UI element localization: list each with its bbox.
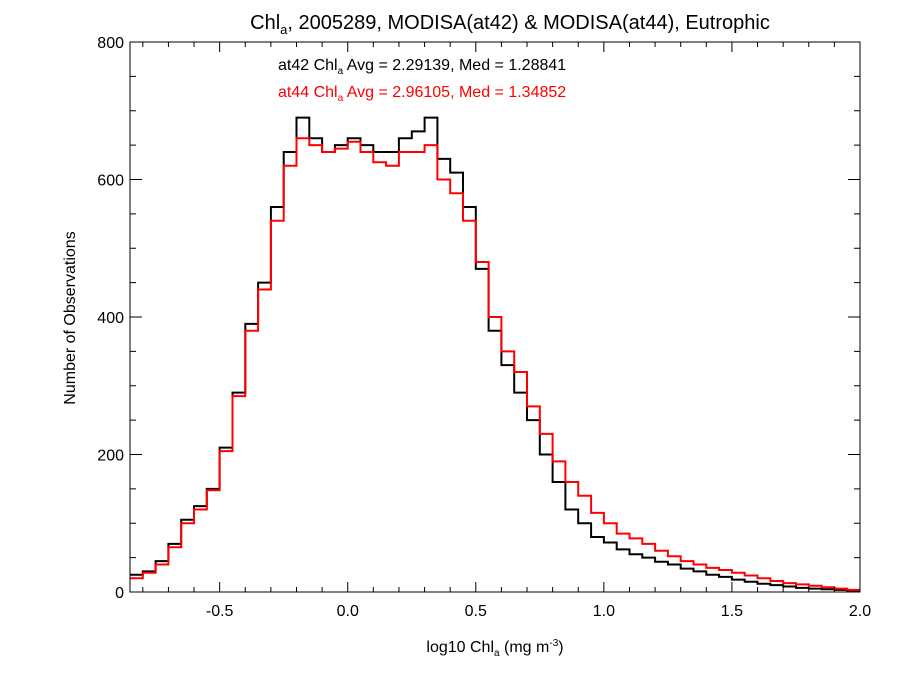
chart-title-suffix: , 2005289, MODISA(at42) & MODISA(at44), … [287,12,769,34]
annotation-at44-sub: a [338,93,344,104]
series-at42-line [130,116,860,592]
annotation-at44-suffix: Avg = 2.96105, Med = 1.34852 [343,84,566,101]
x-axis-label-mid: (mg m [500,639,550,656]
chart-title-sub: a [280,22,288,37]
x-axis-label: log10 Chla (mg m-3) [426,638,563,659]
y-tick-label: 800 [97,35,124,52]
x-tick-label: 0.5 [465,603,487,620]
annotation-at42-suffix: Avg = 2.29139, Med = 1.28841 [343,57,566,74]
y-tick-label: 0 [115,585,124,602]
chart-title: Chla, 2005289, MODISA(at42) & MODISA(at4… [250,12,770,37]
x-axis-label-sup: -3 [549,638,558,649]
annotation-at42-sub: a [338,66,344,77]
series-layer [130,116,860,592]
x-tick-label: 2.0 [849,603,871,620]
x-axis-label-suffix: ) [558,639,563,656]
annotation-at44-prefix: at44 Chl [278,84,338,101]
annotation-at42: at42 Chla Avg = 2.29139, Med = 1.28841 [278,57,566,77]
y-axis-label: Number of Observations [62,231,79,404]
x-tick-label: 1.0 [593,603,615,620]
annotation-at44: at44 Chla Avg = 2.96105, Med = 1.34852 [278,84,566,104]
chart-title-prefix: Chl [250,12,280,34]
axis-layer: -0.5 0.0 0.5 1.0 1.5 2.0 0 200 400 600 800 [97,35,871,620]
x-tick-label: 0.0 [337,603,359,620]
series-at44-line [130,137,860,591]
y-tick-label: 200 [97,448,124,465]
annotation-at42-prefix: at42 Chl [278,57,338,74]
y-tick-label: 400 [97,310,124,327]
x-axis-label-sub: a [494,648,500,659]
y-tick-label: 600 [97,173,124,190]
x-tick-label: 1.5 [721,603,743,620]
x-tick-label: -0.5 [206,603,234,620]
x-axis-label-prefix: log10 Chl [426,639,494,656]
